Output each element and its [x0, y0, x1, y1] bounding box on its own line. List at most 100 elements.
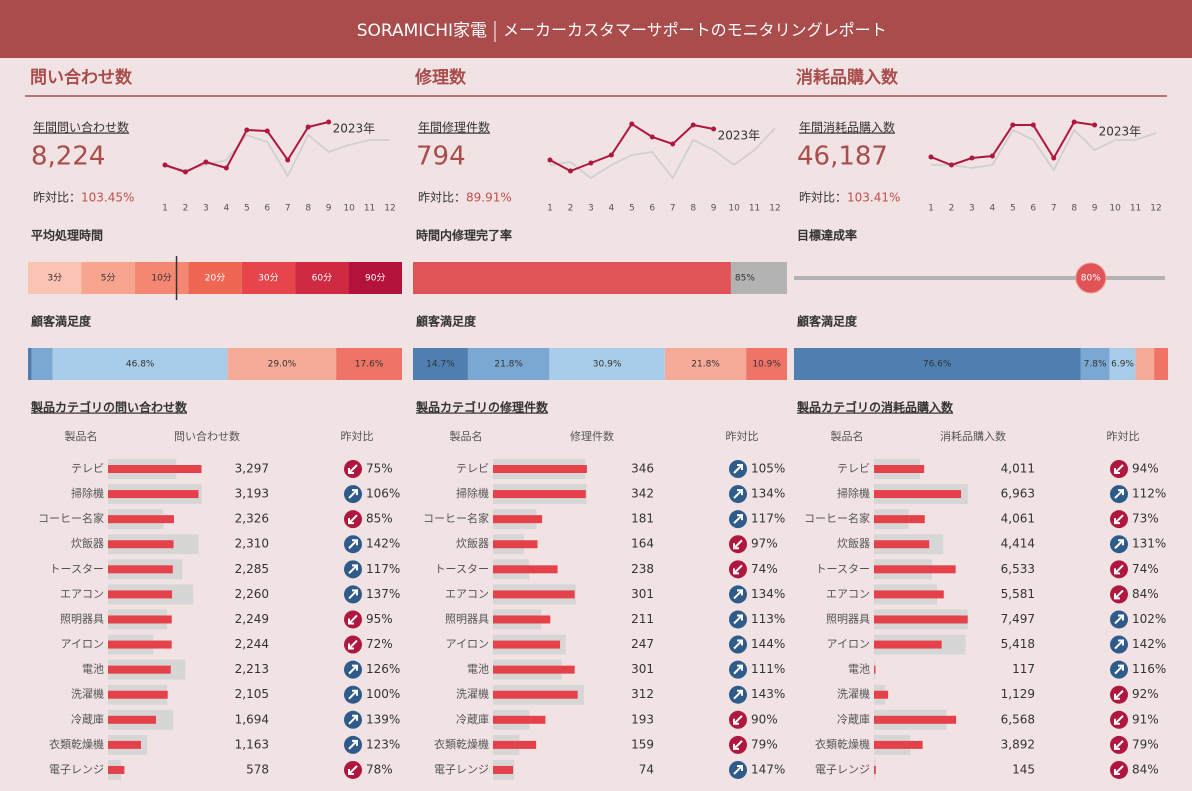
current-bar: [108, 590, 173, 599]
value-label: 6,963: [1001, 487, 1035, 501]
time-segment: [188, 262, 242, 294]
kpi-yoy-value: 89.91%: [466, 191, 512, 205]
trend-point: [264, 128, 270, 134]
current-bar: [874, 590, 944, 599]
yoy-label: 90%: [751, 712, 778, 726]
value-label: 4,414: [1001, 537, 1035, 551]
kpi-yoy-label: 昨対比：: [33, 191, 81, 205]
trend-line: [164, 133, 390, 178]
segment-label: 90分: [365, 273, 385, 284]
yoy-label: 75%: [366, 462, 393, 476]
trend-point: [326, 119, 332, 125]
month-label: 9: [326, 204, 332, 214]
trend-point: [711, 126, 717, 132]
value-label: 2,249: [235, 612, 269, 626]
current-bar: [108, 490, 199, 499]
satisfaction-title: 顧客満足度: [31, 314, 92, 329]
yoy-label: 100%: [366, 687, 400, 701]
current-bar: [493, 665, 575, 674]
yoy-label: 123%: [366, 737, 400, 751]
yoy-label: 78%: [366, 762, 393, 776]
yoy-label: 131%: [1132, 537, 1166, 551]
time-segment: [134, 262, 189, 294]
product-name: 洗濯機: [71, 687, 104, 701]
product-name: テレビ: [71, 462, 104, 475]
product-name: 電池: [467, 663, 489, 676]
yoy-arrow: [733, 689, 743, 700]
current-bar: [493, 765, 514, 774]
yoy-arrow: [733, 614, 743, 625]
trend-point: [547, 157, 553, 163]
yoy-arrow: [1114, 464, 1124, 474]
yoy-arrow: [1114, 564, 1124, 575]
yoy-arrow: [1114, 639, 1124, 650]
trend-point: [305, 124, 311, 130]
trend-line: [931, 128, 1157, 172]
value-label: 1,694: [235, 712, 269, 726]
satisfaction-segment: [549, 348, 665, 380]
value-label: 3,193: [235, 487, 269, 501]
yoy-label: 144%: [751, 637, 785, 651]
yoy-label: 92%: [1132, 687, 1159, 701]
product-name: コーヒー名家: [423, 511, 489, 525]
progress-bar: [413, 262, 731, 294]
current-bar: [874, 665, 876, 674]
yoy-arrow: [733, 514, 743, 524]
value-label: 7,497: [1001, 612, 1035, 626]
trend-point: [244, 127, 250, 133]
product-name: アイロン: [61, 638, 104, 651]
value-label: 247: [631, 637, 654, 651]
yoy-arrow: [733, 639, 743, 650]
current-bar: [493, 640, 561, 649]
yoy-arrow: [348, 739, 358, 750]
current-bar: [108, 640, 172, 649]
yoy-label: 126%: [366, 662, 400, 676]
yoy-arrow: [1114, 715, 1124, 725]
product-name: 炊飯器: [456, 536, 489, 550]
column-header: 製品名: [831, 429, 864, 443]
trend-point: [223, 165, 229, 171]
segment-label: 5分: [101, 273, 116, 284]
current-bar: [493, 490, 586, 499]
satisfaction-label: 46.8%: [126, 360, 155, 370]
progress-rest: [730, 262, 787, 294]
product-name: トースター: [816, 562, 870, 575]
value-label: 346: [631, 462, 654, 476]
month-label: 1: [162, 204, 168, 214]
section-title: 消耗品購入数: [796, 67, 899, 88]
month-label: 7: [670, 204, 676, 214]
trend-point: [1092, 122, 1098, 128]
yoy-arrow: [1114, 664, 1124, 675]
value-label: 2,326: [235, 512, 269, 526]
product-name: エアコン: [826, 587, 870, 600]
value-label: 578: [246, 762, 269, 776]
trend-point: [1051, 155, 1057, 161]
slider-knob: [1075, 262, 1107, 294]
yoy-label: 73%: [1132, 512, 1159, 526]
satisfaction-segment: [227, 348, 337, 380]
value-label: 301: [631, 587, 654, 601]
satisfaction-segment: [1154, 348, 1168, 380]
table-title: 製品カテゴリの消耗品購入数: [796, 400, 954, 415]
value-label: 301: [631, 662, 654, 676]
table-title: 製品カテゴリの修理件数: [415, 400, 549, 415]
month-label: 7: [285, 204, 291, 214]
product-name: テレビ: [837, 462, 870, 475]
satisfaction-label: 14.7%: [426, 360, 455, 370]
kpi-label: 年間修理件数: [418, 120, 490, 135]
yoy-label: 111%: [751, 662, 785, 676]
satisfaction-label: 6.9%: [1111, 360, 1134, 370]
kpi-yoy-value: 103.45%: [81, 191, 134, 205]
satisfaction-segment: [1135, 348, 1155, 380]
yoy-arrow: [733, 715, 743, 725]
value-label: 74: [639, 762, 654, 776]
trend-point: [1030, 122, 1036, 128]
current-bar: [108, 540, 174, 549]
satisfaction-label: 7.8%: [1084, 360, 1107, 370]
current-bar: [874, 490, 962, 499]
column-header: 昨対比: [726, 429, 759, 443]
satisfaction-segment: [52, 348, 228, 380]
yoy-arrow: [1114, 614, 1124, 625]
value-label: 2,285: [235, 562, 269, 576]
